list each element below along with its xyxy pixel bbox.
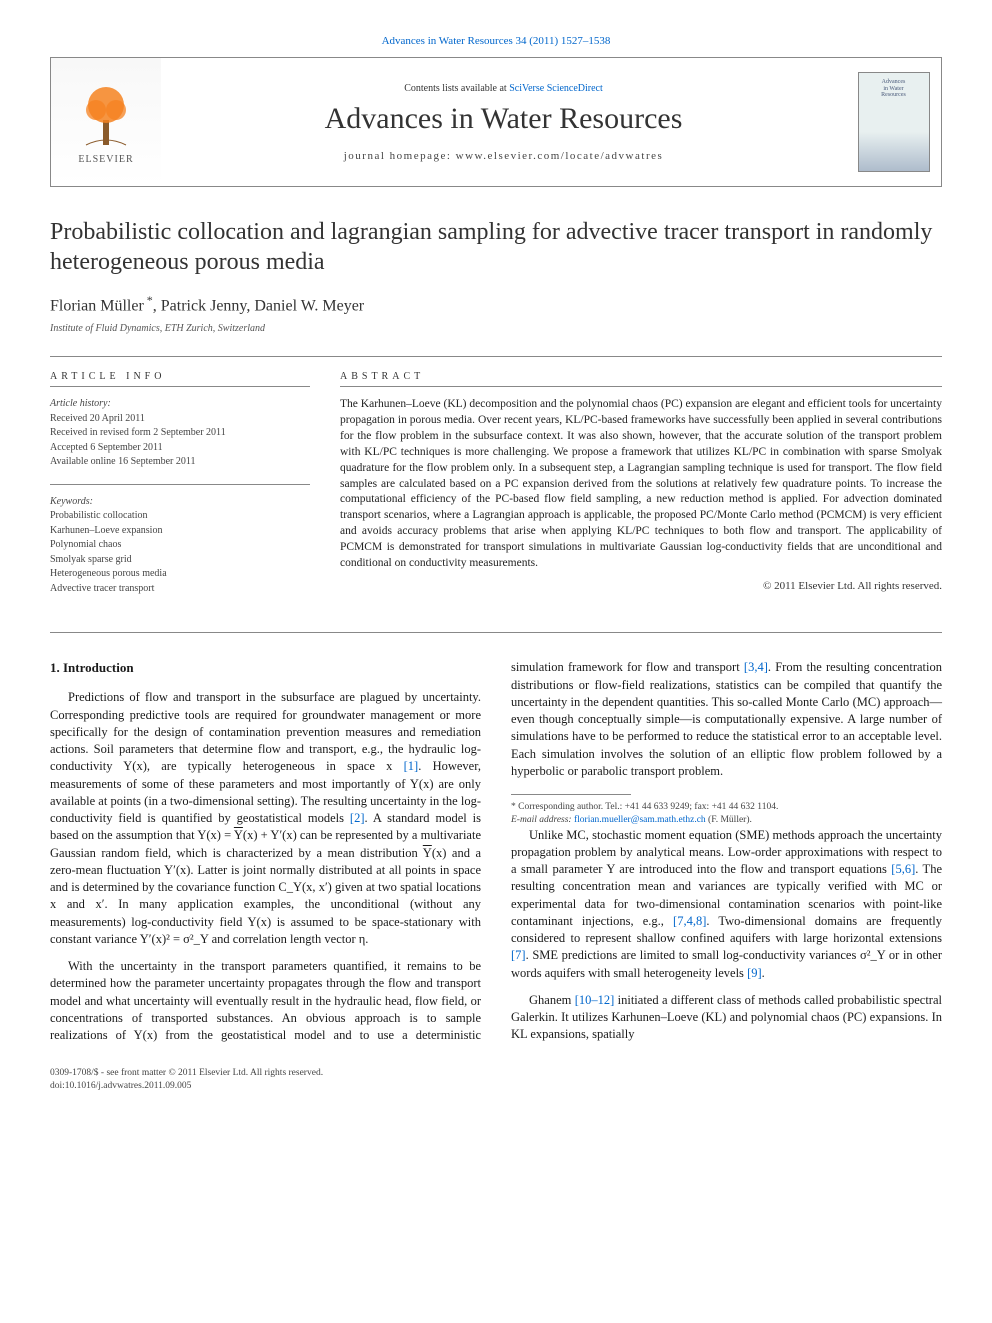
history-revised: Received in revised form 2 September 201… <box>50 426 310 441</box>
keyword-item: Advective tracer transport <box>50 582 310 597</box>
abstract-text: The Karhunen–Loeve (KL) decomposition an… <box>340 397 942 571</box>
citation-link[interactable]: [10–12] <box>575 993 615 1007</box>
history-head: Article history: <box>50 397 310 412</box>
header-citation: Advances in Water Resources 34 (2011) 15… <box>50 35 942 47</box>
body-paragraph: Ghanem [10–12] initiated a different cla… <box>511 992 942 1044</box>
keyword-item: Karhunen–Loeve expansion <box>50 524 310 539</box>
email-label: E-mail address: <box>511 815 574 825</box>
citation-link[interactable]: [7,4,8] <box>673 914 706 928</box>
citation-link[interactable]: [5,6] <box>891 862 915 876</box>
abstract-label-rule <box>340 386 942 387</box>
citation-link[interactable]: [3,4] <box>744 660 768 674</box>
doi-line: doi:10.1016/j.advwatres.2011.09.005 <box>50 1080 942 1093</box>
authors-line: Florian Müller *, Patrick Jenny, Daniel … <box>50 293 942 315</box>
body-text: . <box>762 966 765 980</box>
footnote-rule <box>511 794 631 795</box>
abstract-column: ABSTRACT The Karhunen–Loeve (KL) decompo… <box>340 371 942 610</box>
citation-link[interactable]: [7] <box>511 948 526 962</box>
keyword-item: Probabilistic collocation <box>50 509 310 524</box>
y-bar: Y <box>423 846 432 860</box>
info-label-rule <box>50 386 310 387</box>
author-3: Daniel W. Meyer <box>254 297 364 314</box>
body-text: (x) and a zero-mean fluctuation Y′(x). L… <box>50 846 481 946</box>
author-1: Florian Müller <box>50 297 144 314</box>
journal-name: Advances in Water Resources <box>325 102 683 136</box>
body-paragraph: Predictions of flow and transport in the… <box>50 689 481 948</box>
keywords-rule <box>50 484 310 485</box>
corresponding-footnote: * Corresponding author. Tel.: +41 44 633… <box>511 801 942 827</box>
author-sep-1: , <box>153 297 161 314</box>
citation-link[interactable]: [1] <box>404 759 419 773</box>
affiliation: Institute of Fluid Dynamics, ETH Zurich,… <box>50 323 942 334</box>
keyword-item: Polynomial chaos <box>50 538 310 553</box>
body-text: . From the resulting concentration distr… <box>511 660 942 778</box>
rule-above-info <box>50 356 942 357</box>
citation-link[interactable]: [9] <box>747 966 762 980</box>
email-link[interactable]: florian.mueller@sam.math.ethz.ch <box>574 815 706 825</box>
masthead: ELSEVIER Contents lists available at Sci… <box>50 57 942 187</box>
publisher-logo: ELSEVIER <box>51 58 161 186</box>
email-tail: (F. Müller). <box>706 815 752 825</box>
article-info-column: ARTICLE INFO Article history: Received 2… <box>50 371 310 610</box>
footnote-line-1: * Corresponding author. Tel.: +41 44 633… <box>511 801 942 814</box>
body-two-column: 1. Introduction Predictions of flow and … <box>50 659 942 1049</box>
history-online: Available online 16 September 2011 <box>50 455 310 470</box>
body-paragraph: Unlike MC, stochastic moment equation (S… <box>511 827 942 982</box>
cover-text-1: Advances <box>882 79 906 86</box>
citation-link[interactable]: [2] <box>350 811 365 825</box>
section-heading-1: 1. Introduction <box>50 659 481 677</box>
journal-homepage: journal homepage: www.elsevier.com/locat… <box>344 150 664 162</box>
body-text: Ghanem <box>529 993 575 1007</box>
masthead-center: Contents lists available at SciVerse Sci… <box>161 58 846 186</box>
contents-prefix: Contents lists available at <box>404 83 509 94</box>
abstract-label: ABSTRACT <box>340 371 942 382</box>
journal-cover-thumb: Advances in Water Resources <box>846 58 941 186</box>
body-text: . SME predictions are limited to small l… <box>511 948 942 979</box>
article-title: Probabilistic collocation and lagrangian… <box>50 217 942 277</box>
contents-available-line: Contents lists available at SciVerse Sci… <box>404 83 603 94</box>
article-history: Article history: Received 20 April 2011 … <box>50 397 310 470</box>
body-text: Unlike MC, stochastic moment equation (S… <box>511 828 942 877</box>
keyword-item: Smolyak sparse grid <box>50 553 310 568</box>
keyword-item: Heterogeneous porous media <box>50 567 310 582</box>
body-text: and correlation length vector η. <box>208 932 368 946</box>
abstract-copyright: © 2011 Elsevier Ltd. All rights reserved… <box>340 580 942 592</box>
rule-below-abstract <box>50 632 942 633</box>
author-2: Patrick Jenny <box>161 297 247 314</box>
y-bar: Y <box>234 828 243 842</box>
front-matter-line: 0309-1708/$ - see front matter © 2011 El… <box>50 1067 942 1080</box>
history-accepted: Accepted 6 September 2011 <box>50 441 310 456</box>
keywords-head: Keywords: <box>50 495 310 510</box>
history-received: Received 20 April 2011 <box>50 412 310 427</box>
cover-text-2: in Water <box>883 86 903 93</box>
elsevier-tree-icon <box>76 80 136 150</box>
bottom-metadata: 0309-1708/$ - see front matter © 2011 El… <box>50 1067 942 1093</box>
corresponding-asterisk: * <box>144 293 153 307</box>
cover-text-3: Resources <box>881 92 906 99</box>
math-expr: Y′(x)² = σ²_Y <box>140 932 209 946</box>
sciencedirect-link[interactable]: SciVerse ScienceDirect <box>509 83 603 94</box>
article-info-label: ARTICLE INFO <box>50 371 310 382</box>
keywords-block: Keywords: Probabilistic collocation Karh… <box>50 495 310 597</box>
publisher-label: ELSEVIER <box>78 154 133 165</box>
